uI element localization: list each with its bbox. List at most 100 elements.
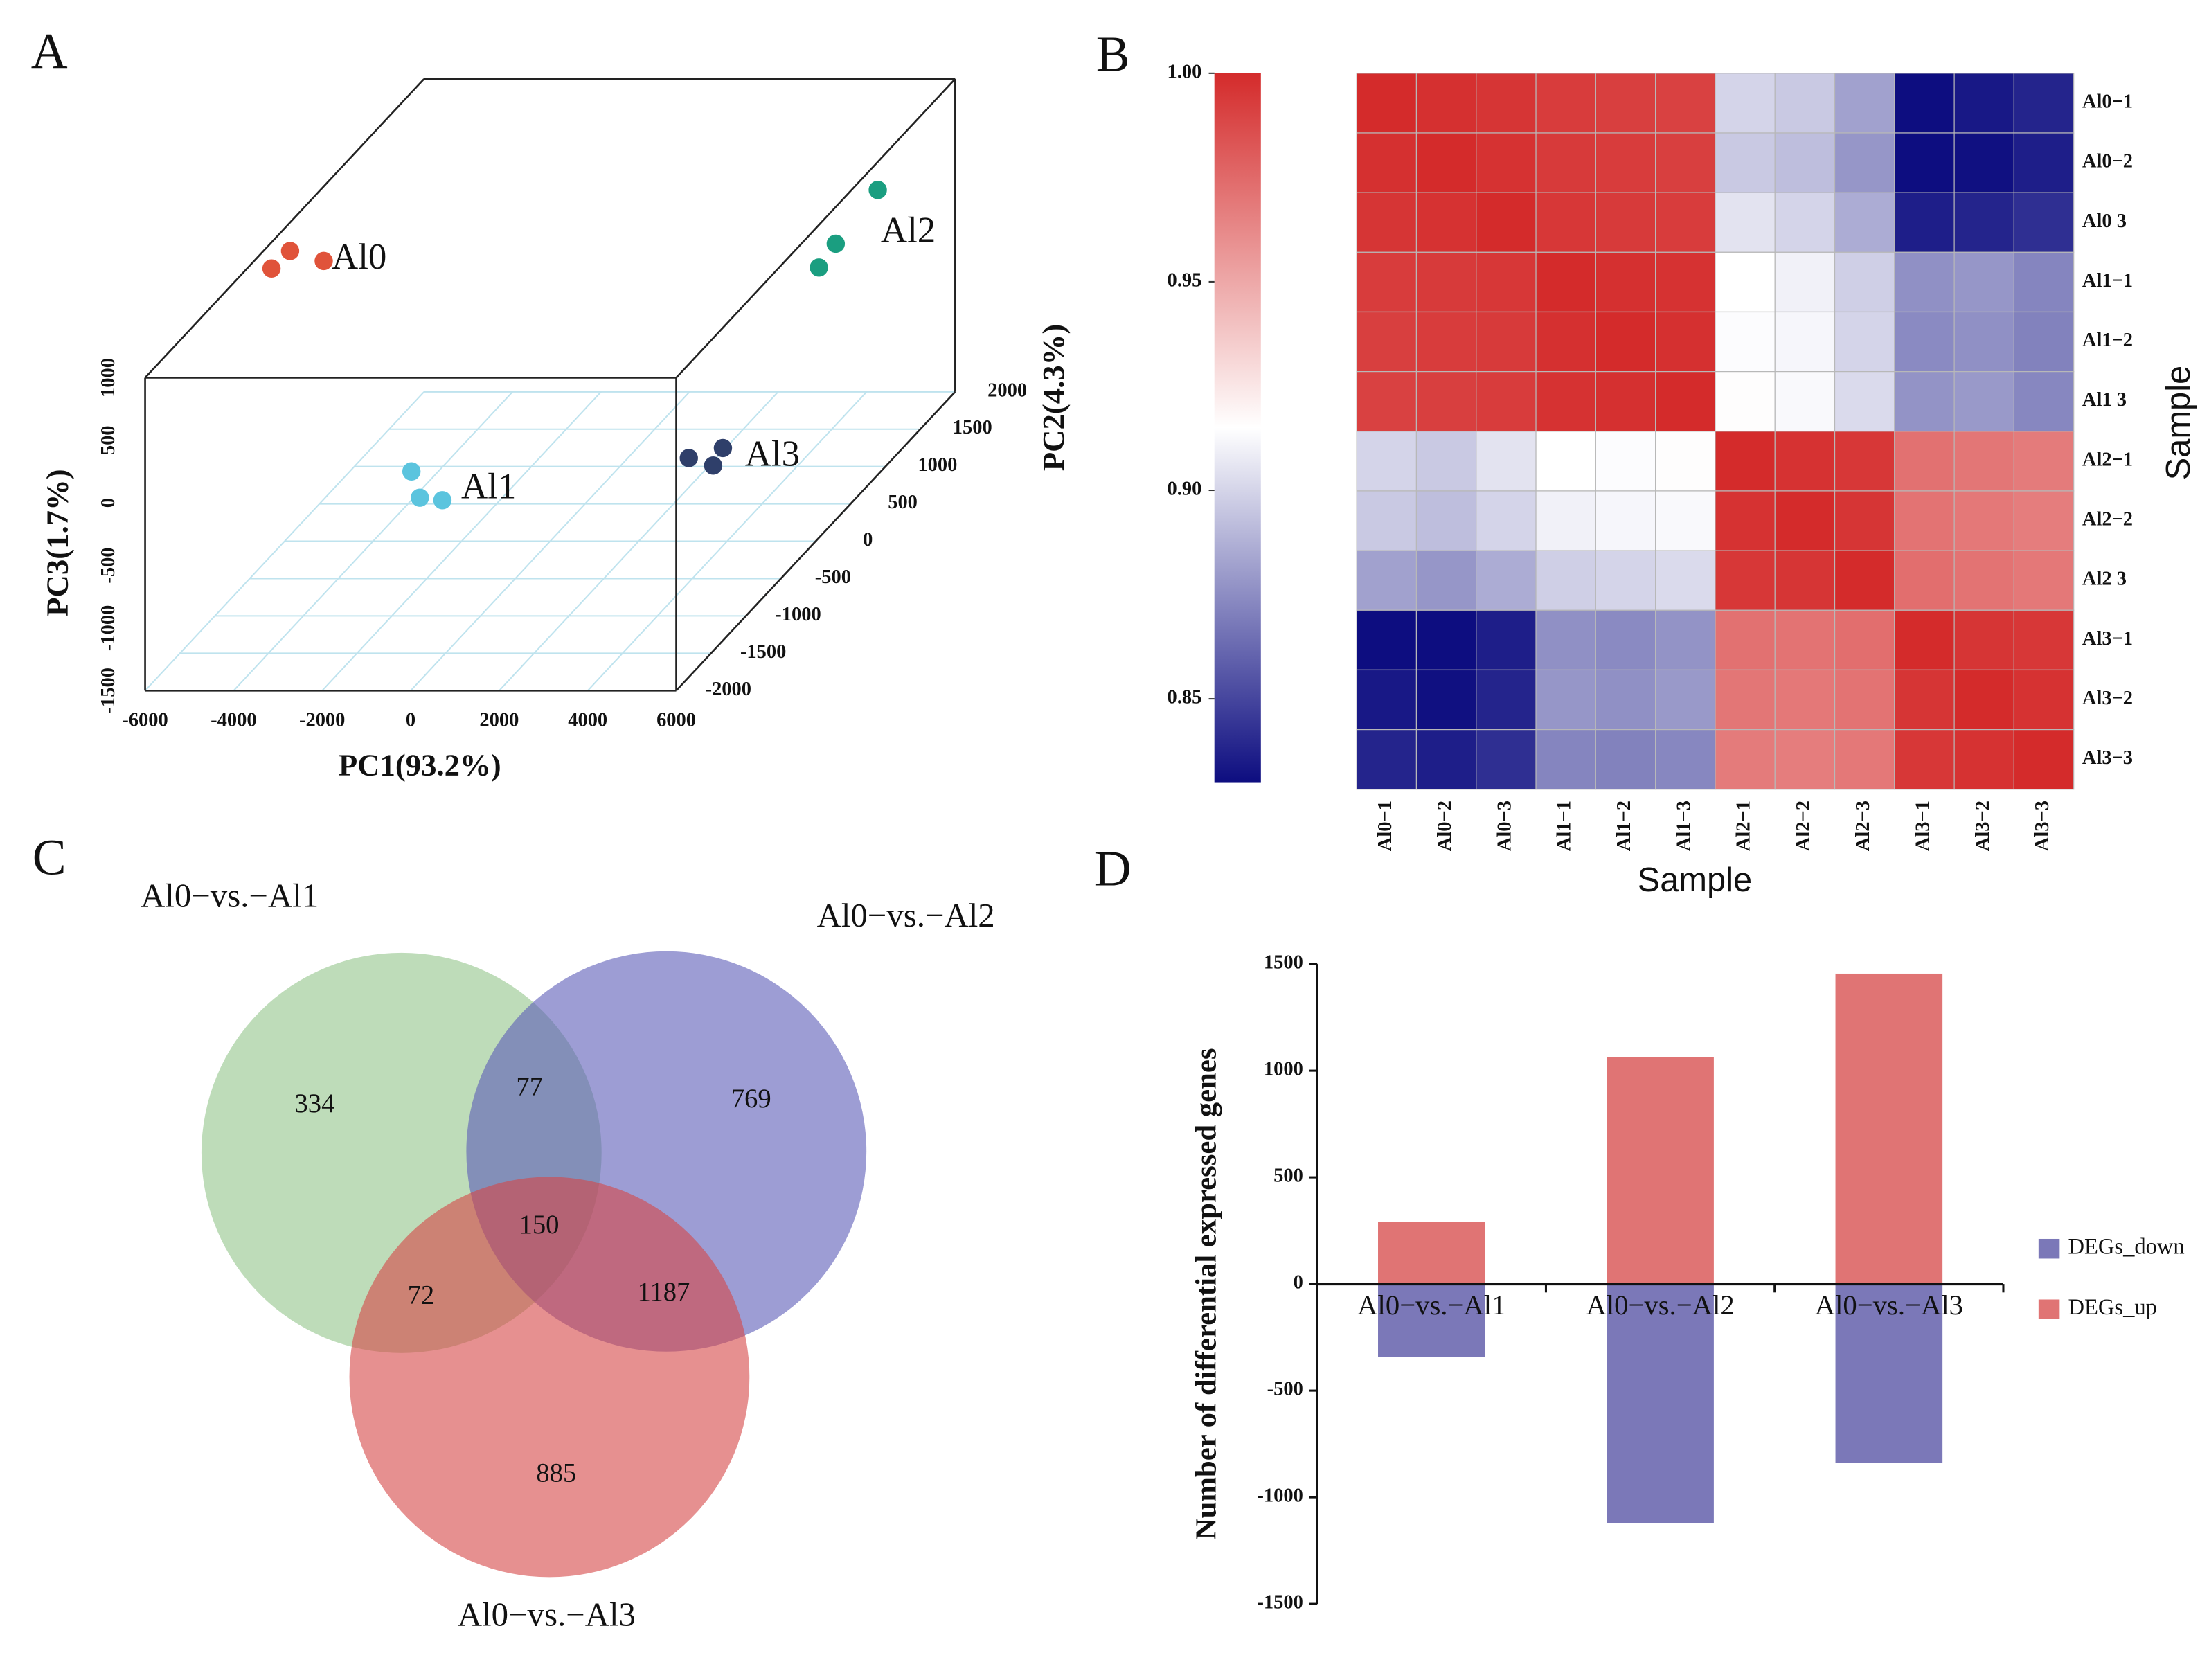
heat-cell	[1655, 73, 1716, 134]
colorbar-tick-label: 0.90	[1168, 479, 1202, 500]
z-tick-label: 500	[98, 425, 119, 455]
box-edge	[675, 78, 956, 379]
point	[704, 456, 723, 475]
heat-cell	[1953, 371, 2015, 432]
heat-cell	[1774, 669, 1836, 731]
heat-cell	[1715, 192, 1776, 253]
heat-cell	[1535, 609, 1596, 671]
heat-cell	[2013, 490, 2075, 551]
heat-cell	[2013, 609, 2075, 671]
point	[826, 234, 846, 253]
group-label: Al2	[881, 211, 936, 251]
heat-cell	[1476, 251, 1537, 313]
x-tick-label: -2000	[299, 710, 345, 731]
heat-cell	[1415, 371, 1477, 432]
y-tick-label: 1500	[953, 417, 992, 438]
heat-cell	[1356, 311, 1417, 373]
heat-cell	[1774, 311, 1836, 373]
heat-cell	[1894, 73, 1955, 134]
heat-cell	[1476, 311, 1537, 373]
y-axis-title: PC2(4.3%)	[1036, 324, 1071, 472]
heat-cell	[1595, 550, 1656, 611]
heat-cell	[1655, 192, 1716, 253]
heat-cell	[2013, 550, 2075, 611]
point	[411, 488, 429, 507]
x-tick-label: 6000	[656, 710, 696, 731]
x-tick-label: Al0−vs.−Al3	[1815, 1289, 1963, 1321]
heat-cell	[1535, 490, 1596, 551]
heat-cell	[1894, 490, 1955, 551]
heat-cell	[1415, 311, 1477, 373]
x-tick-label: 2000	[479, 710, 519, 731]
row-label: Al3−3	[2082, 747, 2133, 769]
col-label: Al2−1	[1733, 801, 1755, 851]
row-label: Al0−1	[2082, 91, 2133, 112]
heat-cell	[1953, 73, 2015, 134]
y-tick-label: -2000	[706, 679, 751, 700]
region-count: 150	[519, 1210, 560, 1240]
z-tick-label: -1500	[98, 668, 119, 713]
legend-label: DEGs_up	[2068, 1295, 2157, 1320]
heat-cell	[1535, 669, 1596, 731]
heat-cell	[1595, 371, 1656, 432]
col-label: Al3−3	[2032, 801, 2053, 851]
set-label: Al0−vs.−Al2	[817, 896, 995, 934]
row-label: Al0−2	[2082, 151, 2133, 172]
region-count: 769	[731, 1084, 771, 1114]
heat-cell	[1834, 311, 1895, 373]
row-label: Al3−1	[2082, 628, 2133, 650]
x-tick-label: -4000	[211, 710, 256, 731]
heat-cell	[1595, 192, 1656, 253]
y-tick-label: -1500	[740, 641, 786, 663]
col-label: Al1−1	[1554, 801, 1575, 851]
set-label: Al0−vs.−Al3	[458, 1596, 636, 1634]
box-edge	[144, 78, 425, 379]
x-tick-label: Al0−vs.−Al1	[1357, 1289, 1505, 1321]
heat-cell	[1415, 550, 1477, 611]
heat-cell	[1356, 371, 1417, 432]
heat-cell	[1894, 251, 1955, 313]
heat-cell	[1834, 132, 1895, 193]
heat-cell	[1715, 431, 1776, 492]
col-label: Al0−3	[1494, 801, 1515, 851]
heat-cell	[1774, 729, 1836, 790]
bar	[1835, 1284, 1943, 1463]
heat-cell	[1894, 729, 1955, 790]
heat-cell	[1535, 431, 1596, 492]
heat-cell	[1415, 431, 1477, 492]
heat-cell	[1655, 609, 1716, 671]
x-axis-title: Sample	[1638, 861, 1753, 899]
heat-cell	[1953, 609, 2015, 671]
z-axis-title: PC3(1.7%)	[40, 469, 75, 616]
y-tick-label: -1000	[1257, 1485, 1303, 1507]
col-label: Al1−2	[1613, 801, 1635, 851]
heat-cell	[1715, 73, 1776, 134]
y-axis-title: Number of differential expressed genes	[1190, 1048, 1222, 1540]
x-tick-label: 4000	[568, 710, 607, 731]
legend-swatch	[2038, 1238, 2060, 1259]
region-count: 1187	[638, 1278, 690, 1307]
x-tick-label: -6000	[122, 710, 168, 731]
heat-cell	[1774, 609, 1836, 671]
heat-cell	[1476, 669, 1537, 731]
x-tick-label: Al0−vs.−Al2	[1586, 1289, 1734, 1321]
region-count: 77	[516, 1072, 543, 1101]
heat-cell	[1415, 251, 1477, 313]
colorbar-tick-label: 0.85	[1168, 687, 1202, 708]
bar	[1378, 1222, 1485, 1285]
heat-cell	[1715, 251, 1776, 313]
heat-cell	[1774, 192, 1836, 253]
bar	[1607, 1284, 1714, 1523]
col-label: Al1−3	[1673, 801, 1694, 851]
heat-cell	[1535, 132, 1596, 193]
heat-cell	[1595, 132, 1656, 193]
col-label: Al2−2	[1793, 801, 1814, 851]
heat-cell	[1953, 251, 2015, 313]
heat-cell	[1655, 729, 1716, 790]
y-tick-label: 0	[863, 529, 873, 551]
heat-cell	[1953, 192, 2015, 253]
heat-cell	[1715, 132, 1776, 193]
point	[280, 242, 300, 260]
heat-cell	[1415, 132, 1477, 193]
